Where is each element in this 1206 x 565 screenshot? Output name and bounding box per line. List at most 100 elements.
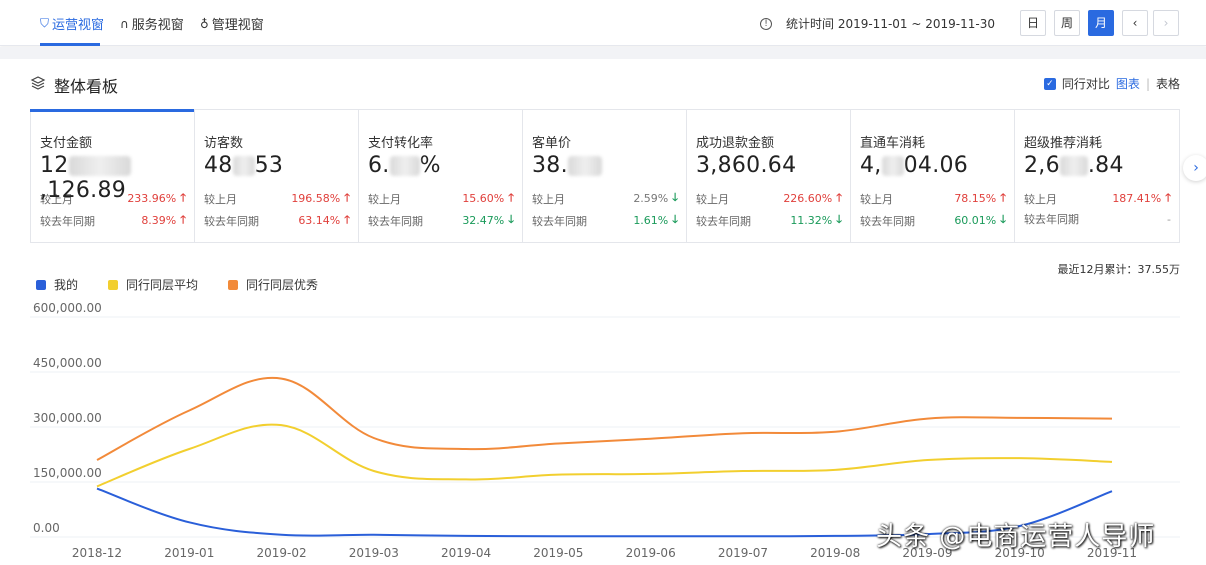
yoy-value: 8.39% [141,214,177,227]
metric-value-suffix: % [419,153,441,178]
chevron-left-icon: ‹ [1132,16,1138,30]
mom-value: 196.58% [291,192,341,205]
mom-value: 233.96% [127,192,177,205]
top-nav-bar: ⛉ 运营视窗 ∩ 服务视窗 ♁ 管理视窗 ! 统计时间 2019-11-01 ~… [0,0,1206,46]
compare-label: 同行对比 [1061,77,1110,91]
cumulative-total: 最近12月累计：37.55万 [1057,263,1181,276]
legend-item-mine[interactable]: 我的 [36,276,78,293]
y-tick-label: 450,000.00 [33,356,102,370]
metric-value-prefix: 48 [204,153,233,178]
mom-label: 较上月 [532,192,565,206]
mom-row: 较上月 233.96% 🡑 [40,189,186,208]
metric-label: 支付金额 [40,136,93,151]
chevron-right-icon: › [1193,160,1199,176]
x-tick-label: 2019-06 [626,546,676,560]
metric-value-suffix: .84 [1087,153,1124,178]
mom-value: 2.59% [633,192,669,205]
redacted-blur [1059,156,1088,176]
x-tick-label: 2018-12 [72,546,122,560]
view-chart-link[interactable]: 图表 [1115,77,1140,91]
metric-card[interactable]: 支付转化率 6.% 较上月 15.60% 🡑 较去年同期 32.47% 🡓 [359,110,523,242]
headset-icon: ∩ [120,16,129,31]
panel-header [0,59,1206,107]
x-tick-label: 2019-05 [533,546,583,560]
redacted-blur [68,156,131,176]
legend-item-average[interactable]: 同行同层平均 [108,276,198,293]
arrow-up-icon: 🡑 [1165,191,1171,204]
mom-change: 226.60% 🡑 [783,189,842,208]
mom-row: 较上月 196.58% 🡑 [204,189,350,208]
yoy-row: 较去年同期 32.47% 🡓 [368,211,514,230]
redacted-blur [881,156,904,176]
metric-card[interactable]: 超级推荐消耗 2,6 .84 较上月 187.41% 🡑 较去年同期 - [1015,110,1179,242]
metric-label: 超级推荐消耗 [1024,136,1103,151]
mom-row: 较上月 187.41% 🡑 [1024,189,1171,208]
mom-label: 较上月 [204,192,237,206]
metric-value-prefix: 38. [532,153,568,178]
tab-service[interactable]: ∩ 服务视窗 [120,14,184,34]
period-week-button[interactable]: 周 [1054,10,1080,36]
cards-next-button[interactable]: › [1183,155,1206,181]
yoy-value: 11.32% [790,214,833,227]
metric-value-prefix: 4, [860,153,882,178]
arrow-up-icon: 🡑 [836,191,842,204]
tab-management-label: 管理视窗 [211,18,264,33]
metric-value: 2,6 .84 [1024,153,1171,183]
period-month-button[interactable]: 月 [1088,10,1114,36]
legend-swatch [108,279,119,290]
tab-management[interactable]: ♁ 管理视窗 [200,14,264,34]
arrow-up-icon: 🡑 [344,191,350,204]
metric-card[interactable]: 直通车消耗 4, 04.06 较上月 78.15% 🡑 较去年同期 60.01% 🡓 [851,110,1015,242]
yoy-label: 较去年同期 [40,214,95,228]
mom-value: 187.41% [1112,192,1162,205]
legend-item-excellent[interactable]: 同行同层优秀 [228,276,318,293]
info-icon[interactable]: ! [760,17,772,30]
view-table-link[interactable]: 表格 [1155,77,1180,91]
metric-card[interactable]: 成功退款金额 3,860.64 较上月 226.60% 🡑 较去年同期 11.32% 🡓 [687,110,851,242]
mom-change: 78.15% 🡑 [954,189,1006,208]
x-tick-label: 2019-03 [349,546,399,560]
series-mine-line[interactable] [96,487,1113,538]
yoy-label: 较去年同期 [368,214,423,228]
tab-operations-label: 运营视窗 [52,18,105,33]
panel-title: 整体看板 [30,73,118,97]
period-day-button[interactable]: 日 [1020,10,1046,36]
medal-icon: ♁ [200,16,209,31]
next-period-button[interactable]: › [1153,10,1179,36]
metric-label: 支付转化率 [368,136,434,151]
watermark-text: 头条 @电商运营人导师 [876,522,1156,552]
trend-line-chart: 0.00 150,000.00 300,000.00 450,000.00 600,00… [30,301,1180,560]
metric-card[interactable]: 访客数 48 53 较上月 196.58% 🡑 较去年同期 63.14% 🡑 [195,110,359,242]
y-tick-label: 600,000.00 [33,301,102,315]
prev-period-button[interactable]: ‹ [1122,10,1148,36]
mom-change: 15.60% 🡑 [462,189,514,208]
redacted-blur [232,156,255,176]
y-tick-label: 0.00 [33,521,60,535]
metric-card[interactable]: 支付金额 12,126.89 较上月 233.96% 🡑 较去年同期 8.39% 🡑 [30,109,195,242]
chart-legend: 我的 同行同层平均 同行同层优秀 [36,276,318,293]
x-tick-label: 2019-01 [164,546,214,560]
yoy-value: - [1167,212,1171,226]
arrow-up-icon: 🡑 [508,191,514,204]
mom-row: 较上月 15.60% 🡑 [368,189,514,208]
metric-card[interactable]: 客单价 38. 较上月 2.59% 🡓 较去年同期 1.61% 🡓 [523,110,687,242]
mom-change: 187.41% 🡑 [1112,189,1171,208]
period-info: ! 统计时间 2019-11-01 ~ 2019-11-30 [760,15,995,32]
metric-value-prefix: 3,860.64 [696,153,797,178]
compare-checkbox[interactable]: ✓ [1043,77,1056,90]
legend-label: 我的 [54,278,79,292]
mom-label: 较上月 [1024,192,1057,206]
series-excellent-line[interactable] [96,376,1113,461]
metric-value: 4, 04.06 [860,153,1006,183]
yoy-row: 较去年同期 8.39% 🡑 [40,211,186,230]
mom-label: 较上月 [40,192,73,206]
layers-icon [30,75,46,95]
metric-value: 6.% [368,153,514,183]
yoy-change: 63.14% 🡑 [298,211,350,230]
x-tick-label: 2019-02 [256,546,306,560]
metric-cards: 支付金额 12,126.89 较上月 233.96% 🡑 较去年同期 8.39% 🡑 访客数 48… [30,109,1180,243]
series-average-line[interactable] [96,423,1113,488]
tab-operations[interactable]: ⛉ 运营视窗 [40,14,104,33]
legend-swatch [228,279,239,290]
metric-value-prefix: 2,6 [1024,153,1060,178]
